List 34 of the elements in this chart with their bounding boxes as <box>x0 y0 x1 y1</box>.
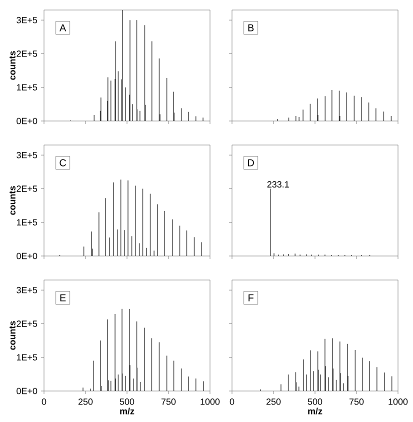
y-axis-title: counts <box>10 51 16 80</box>
y-tick-label: 0E+0 <box>16 118 38 124</box>
x-tick-label: 1000 <box>388 398 408 405</box>
x-axis-title: m/z <box>308 408 322 414</box>
x-tick-label: 250 <box>266 398 281 405</box>
x-tick-label: 0 <box>230 398 234 405</box>
y-tick-label: 2E+5 <box>16 186 38 192</box>
annotation: A <box>60 24 66 32</box>
y-tick-label: 2E+5 <box>16 320 38 327</box>
y-tick-label: 3E+5 <box>16 286 38 294</box>
annotation: F <box>248 294 254 302</box>
x-tick-label: 750 <box>349 398 364 405</box>
annotation: E <box>60 294 66 302</box>
x-tick-label: 500 <box>308 398 322 405</box>
annotation: C <box>60 159 66 166</box>
y-tick-label: 1E+5 <box>16 84 38 90</box>
y-tick-label: 2E+5 <box>16 50 38 57</box>
annotation: B <box>248 24 254 32</box>
y-axis-title: counts <box>10 186 16 215</box>
annotation: 233.1 <box>267 181 289 188</box>
x-tick-label: 1000 <box>200 398 220 405</box>
x-tick-label: 0 <box>42 398 46 405</box>
x-tick-label: 250 <box>78 398 93 405</box>
x-axis-title: m/z <box>120 408 134 414</box>
y-tick-label: 1E+5 <box>16 354 38 360</box>
y-tick-label: 3E+5 <box>16 16 38 24</box>
y-tick-label: 1E+5 <box>16 219 38 226</box>
y-tick-label: 0E+0 <box>16 388 38 394</box>
y-tick-label: 0E+0 <box>16 252 38 260</box>
x-tick-label: 750 <box>161 398 176 405</box>
annotation: D <box>248 159 254 166</box>
y-tick-label: 3E+5 <box>16 152 38 158</box>
y-axis-title: counts <box>10 321 16 350</box>
x-tick-label: 500 <box>120 398 134 405</box>
